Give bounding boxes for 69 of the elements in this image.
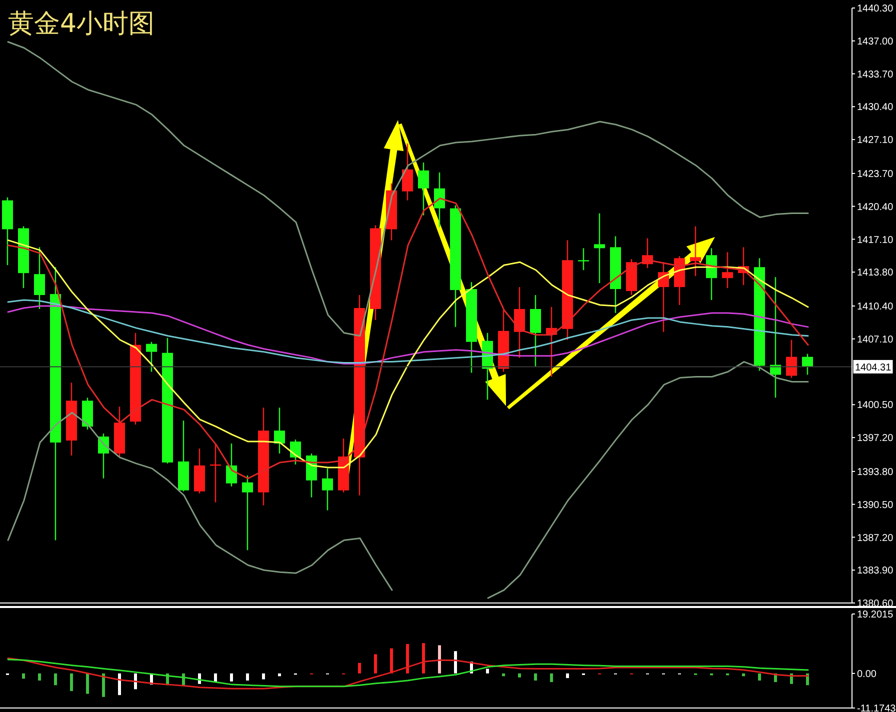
y-tick-label: 1433.70	[857, 69, 894, 80]
bar	[422, 643, 425, 674]
bar	[86, 673, 89, 694]
bar	[566, 673, 569, 678]
bar	[502, 673, 505, 676]
candlestick	[34, 246, 45, 310]
bar	[406, 644, 409, 674]
bar	[246, 673, 249, 681]
y-tick-label: 1400.50	[857, 400, 894, 412]
bar	[534, 673, 537, 681]
bar	[230, 673, 233, 682]
y-tick-label: 1397.20	[857, 433, 894, 444]
candlestick	[578, 248, 589, 271]
bar	[38, 673, 41, 681]
bar	[454, 651, 457, 674]
bar	[214, 673, 217, 682]
y-tick-label: 1427.10	[857, 135, 894, 146]
y-tick-label: 1390.50	[857, 500, 894, 511]
bar	[70, 673, 73, 692]
bar	[374, 654, 377, 674]
candlestick	[530, 294, 541, 368]
bar	[518, 673, 521, 678]
candlestick	[514, 286, 525, 358]
y-tick-label: 1393.80	[857, 466, 894, 478]
bar	[438, 645, 441, 674]
y-tick-label: 1420.40	[857, 202, 894, 213]
y-tick-label: 1440.30	[857, 4, 894, 15]
y-tick-label: -11.1743	[857, 704, 896, 712]
y-tick-label: 0.00	[857, 668, 877, 680]
y-tick-label: 1387.20	[857, 532, 894, 544]
candlestick	[802, 353, 813, 376]
candlestick	[434, 172, 445, 228]
y-tick-label: 1383.90	[857, 566, 894, 577]
candlestick	[226, 442, 237, 487]
bar	[102, 673, 105, 697]
bar	[358, 662, 361, 674]
candlestick	[242, 474, 253, 551]
bar	[550, 673, 553, 682]
candlestick	[402, 142, 413, 201]
y-tick-label: 1413.80	[857, 268, 894, 279]
line-series	[7, 41, 809, 337]
chart-title: 黄金4小时图	[8, 8, 155, 41]
y-tick-label: 1417.10	[857, 234, 894, 246]
candlestick	[690, 226, 701, 277]
candlestick	[274, 407, 285, 454]
bar	[262, 673, 265, 680]
bar	[54, 673, 57, 686]
y-tick-label: 1430.40	[857, 102, 894, 114]
y-tick-label: 1437.00	[857, 36, 894, 48]
bar	[22, 673, 25, 679]
bar	[390, 648, 393, 674]
y-tick-label: 19.2015	[857, 610, 894, 621]
candlestick	[722, 252, 733, 289]
y-tick-label: 1410.40	[857, 302, 894, 313]
bar	[278, 673, 281, 676]
candlestick	[786, 339, 797, 378]
bar	[486, 668, 489, 674]
bar	[758, 673, 761, 681]
bar	[118, 673, 121, 696]
candlestick	[418, 162, 429, 216]
candlestick	[290, 438, 301, 466]
y-tick-label: 1407.10	[857, 334, 894, 346]
candlestick	[322, 468, 333, 511]
candlestick	[146, 341, 157, 372]
y-tick-label: 1423.70	[857, 168, 894, 180]
ref-line-label: 1404.31	[855, 362, 892, 374]
candlestick	[594, 212, 605, 284]
bar	[742, 673, 745, 676]
line-series	[7, 239, 809, 468]
